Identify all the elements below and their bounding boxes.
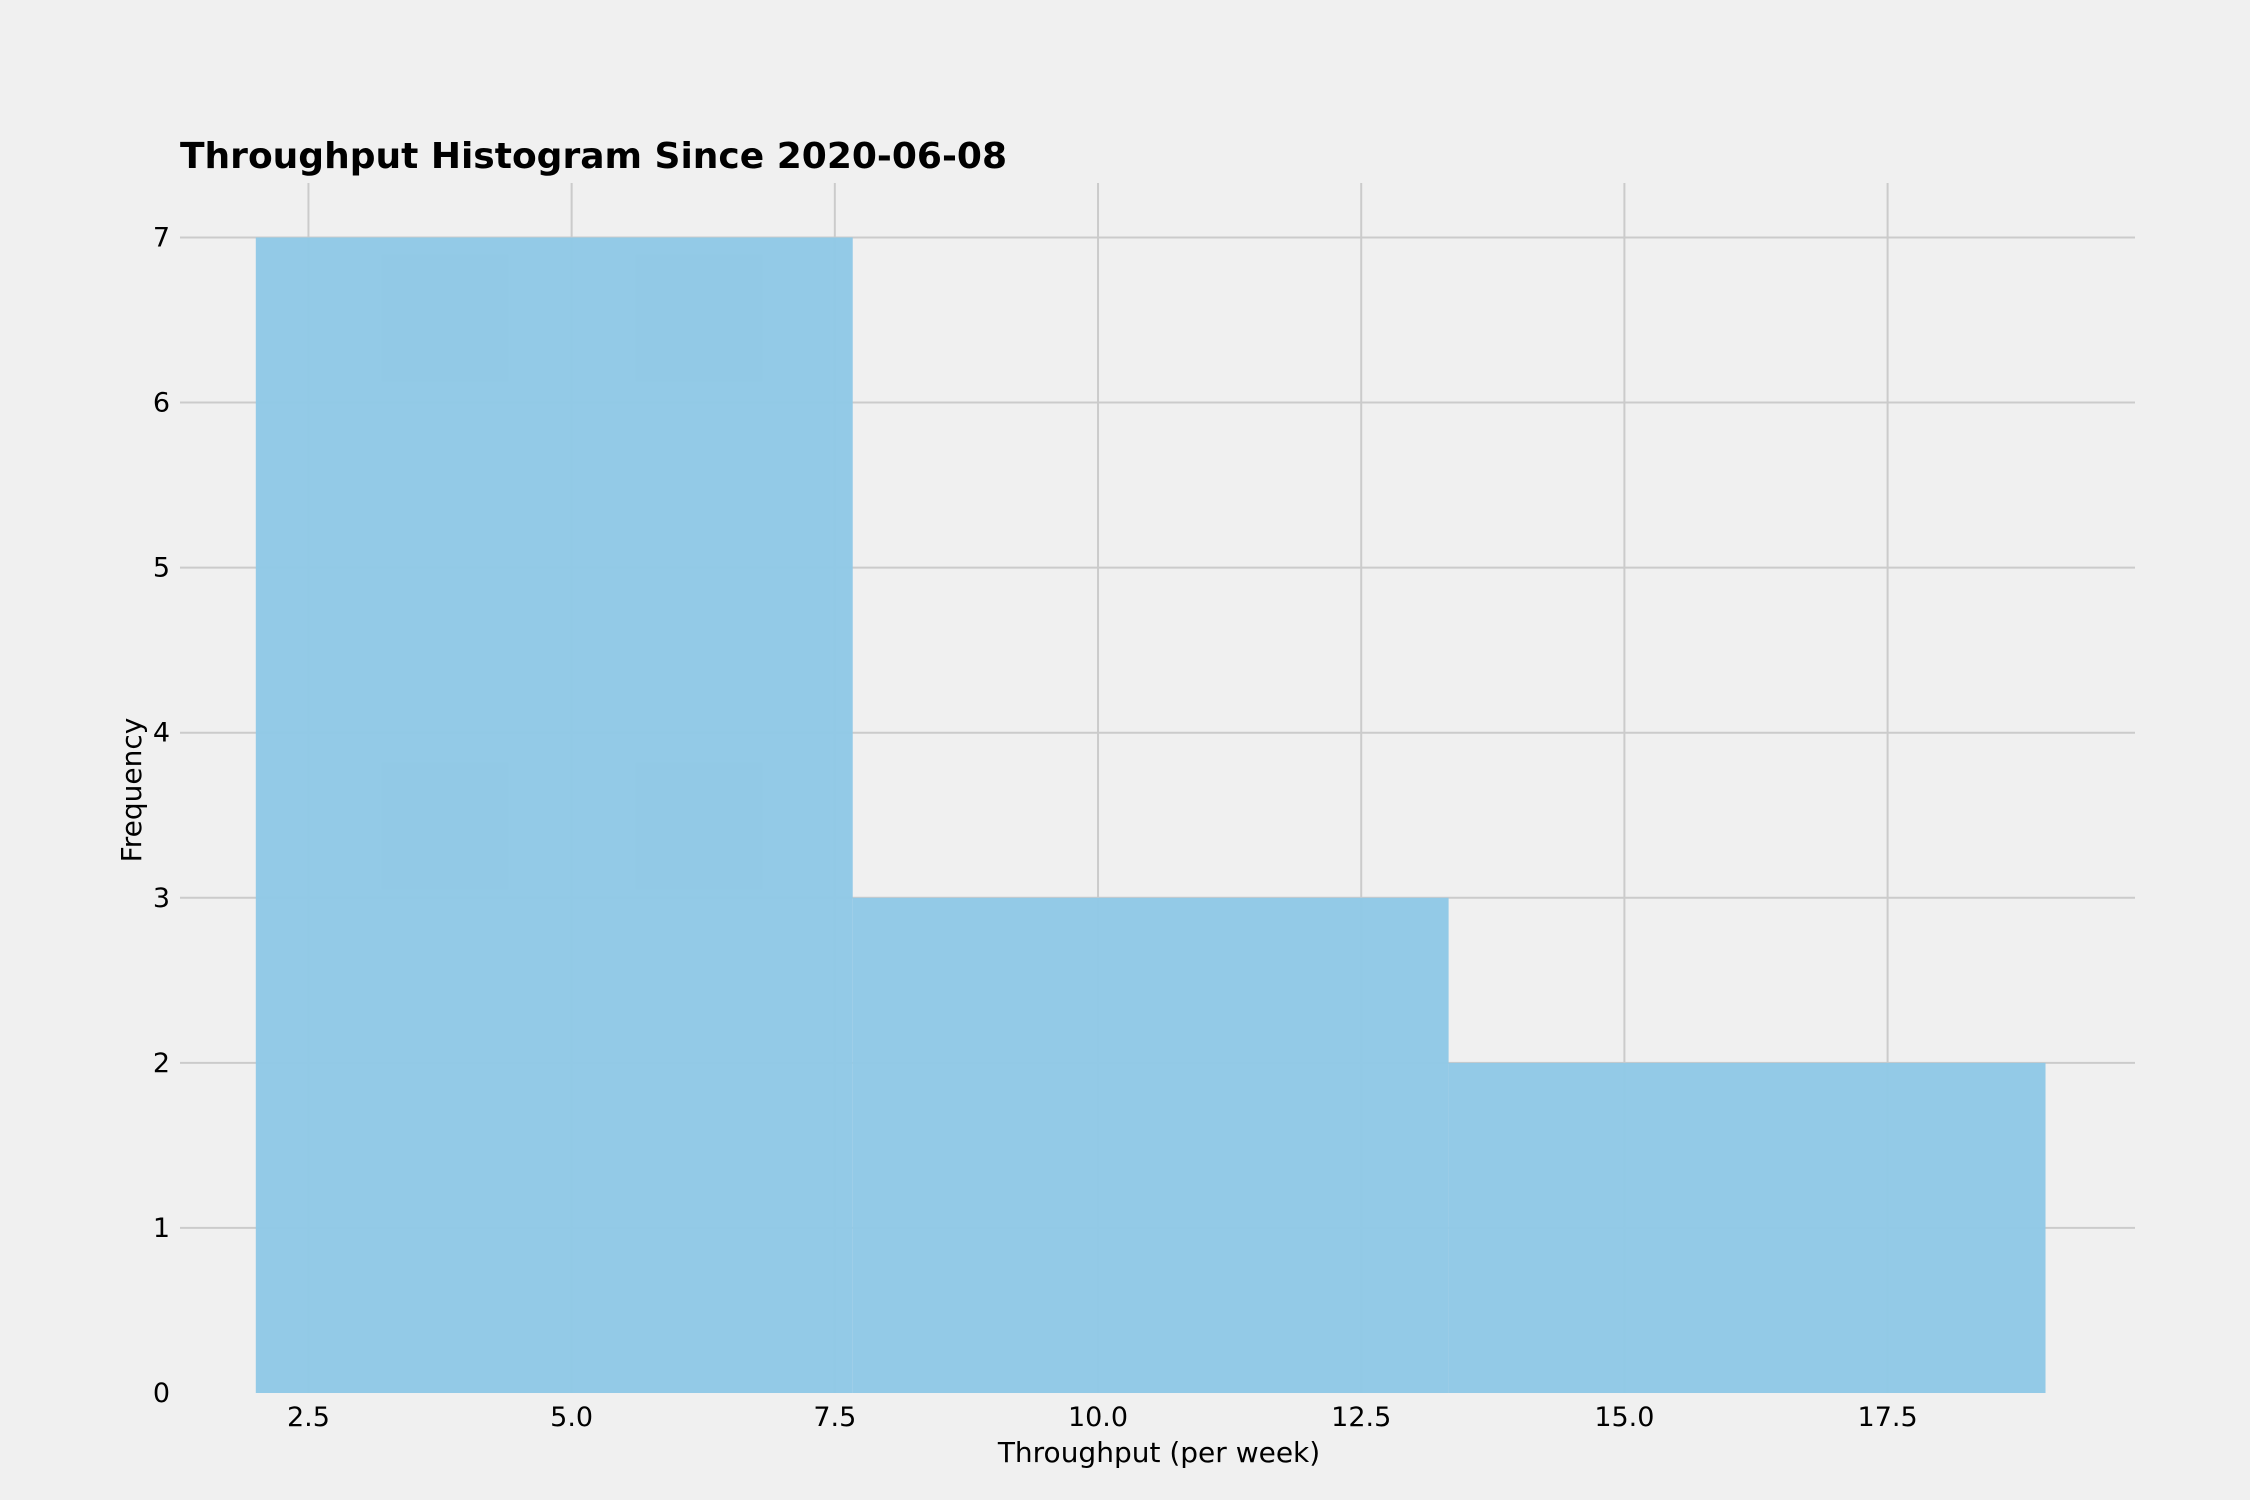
y-tick-label: 1 [153,1213,170,1244]
x-tick-label: 10.0 [1068,1402,1128,1433]
y-tick-label: 5 [153,553,170,584]
x-tick-label: 12.5 [1331,1402,1391,1433]
histogram-bar [255,237,853,1394]
y-tick-label: 6 [153,388,170,419]
y-tick-label: 4 [153,718,170,749]
y-tick-label: 2 [153,1048,170,1079]
histogram-bars [255,237,2046,1394]
y-tick-labels: 0 1 2 3 4 5 6 7 [153,222,170,1409]
x-tick-label: 5.0 [550,1402,593,1433]
x-axis-label: Throughput (per week) [997,1436,1320,1469]
y-tick-label: 7 [153,222,170,253]
histogram-bar [852,897,1449,1393]
x-tick-label: 2.5 [287,1402,330,1433]
x-tick-label: 15.0 [1594,1402,1654,1433]
y-tick-label: 0 [153,1378,170,1409]
x-tick-label: 7.5 [813,1402,856,1433]
y-axis-label: Frequency [115,718,148,863]
x-tick-labels: 2.5 5.0 7.5 10.0 12.5 15.0 17.5 [287,1402,1918,1433]
x-tick-label: 17.5 [1858,1402,1918,1433]
histogram-bar [1448,1062,2046,1393]
y-tick-label: 3 [153,883,170,914]
chart-title: Throughput Histogram Since 2020-06-08 [180,136,1007,177]
